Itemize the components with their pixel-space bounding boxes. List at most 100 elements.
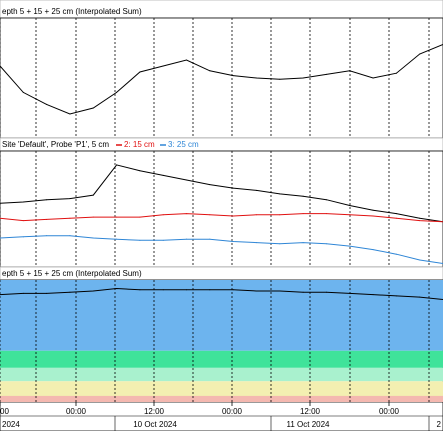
data-point — [139, 240, 140, 241]
data-point — [116, 288, 117, 289]
data-point — [396, 218, 397, 219]
refill-band — [0, 396, 443, 402]
data-point — [139, 217, 140, 218]
data-point — [163, 175, 164, 176]
data-point — [419, 218, 420, 219]
data-point — [163, 214, 164, 215]
data-point — [116, 92, 117, 93]
data-point — [303, 213, 304, 214]
x-tick-label: 00:00 — [66, 407, 87, 416]
data-point — [233, 75, 234, 76]
panel-title: epth 5 + 15 + 25 cm (Interpolated Sum) — [2, 7, 142, 16]
data-point — [186, 239, 187, 240]
data-point — [23, 220, 24, 221]
data-point — [46, 219, 47, 220]
date-label: 2024 — [2, 420, 20, 429]
data-point — [186, 180, 187, 181]
data-point — [419, 54, 420, 55]
data-point — [279, 193, 280, 194]
x-tick-label: 00:00 — [222, 407, 243, 416]
data-point — [233, 215, 234, 216]
data-point — [93, 217, 94, 218]
data-point — [419, 260, 420, 261]
data-point — [256, 290, 257, 291]
legend-label: 3: 25 cm — [168, 140, 199, 149]
plot-frame — [0, 151, 443, 267]
data-point — [256, 78, 257, 79]
plot-frame — [0, 18, 443, 138]
data-point — [46, 104, 47, 105]
data-point — [256, 242, 257, 243]
panel-title: Site 'Default', Probe 'P1', 5 cm — [2, 140, 109, 149]
data-point — [349, 205, 350, 206]
data-point — [69, 235, 70, 236]
date-label: 10 Oct 2024 — [133, 420, 177, 429]
data-point — [116, 217, 117, 218]
data-point — [349, 293, 350, 294]
data-point — [373, 249, 374, 250]
data-point — [209, 184, 210, 185]
data-point — [186, 213, 187, 214]
data-point — [209, 214, 210, 215]
data-point — [163, 289, 164, 290]
data-point — [396, 73, 397, 74]
data-point — [326, 213, 327, 214]
data-point — [186, 60, 187, 61]
data-point — [23, 236, 24, 237]
data-point — [116, 239, 117, 240]
data-point — [256, 190, 257, 191]
data-point — [256, 214, 257, 215]
data-point — [186, 289, 187, 290]
data-point — [326, 199, 327, 200]
data-point — [303, 292, 304, 293]
data-point — [396, 254, 397, 255]
data-point — [93, 238, 94, 239]
data-point — [396, 295, 397, 296]
data-point — [209, 239, 210, 240]
data-point — [23, 293, 24, 294]
panel-title: epth 5 + 15 + 25 cm (Interpolated Sum) — [2, 269, 142, 278]
moisture-band — [0, 368, 443, 381]
data-point — [23, 92, 24, 93]
x-tick-label: 00 — [0, 407, 9, 416]
data-point — [46, 293, 47, 294]
data-point — [373, 294, 374, 295]
date-label: 2 — [437, 420, 442, 429]
x-tick-label: 12:00 — [300, 407, 321, 416]
data-point — [326, 74, 327, 75]
data-point — [373, 215, 374, 216]
data-point — [93, 108, 94, 109]
data-point — [279, 214, 280, 215]
data-point — [303, 78, 304, 79]
data-point — [233, 289, 234, 290]
data-point — [233, 188, 234, 189]
data-point — [396, 213, 397, 214]
data-point — [139, 289, 140, 290]
data-point — [373, 210, 374, 211]
data-point — [139, 170, 140, 171]
data-point — [279, 243, 280, 244]
data-point — [349, 246, 350, 247]
data-point — [69, 198, 70, 199]
data-point — [69, 114, 70, 115]
x-tick-label: 12:00 — [144, 407, 165, 416]
data-point — [93, 195, 94, 196]
data-point — [279, 290, 280, 291]
data-point — [349, 214, 350, 215]
data-point — [163, 240, 164, 241]
data-point — [139, 72, 140, 73]
date-label: 11 Oct 2024 — [287, 420, 331, 429]
data-point — [93, 290, 94, 291]
legend-label: 2: 15 cm — [124, 140, 155, 149]
data-point — [326, 243, 327, 244]
data-point — [69, 292, 70, 293]
data-point — [303, 242, 304, 243]
data-point — [326, 292, 327, 293]
data-point — [419, 220, 420, 221]
data-point — [373, 78, 374, 79]
data-point — [279, 79, 280, 80]
moisture-band — [0, 351, 443, 368]
data-point — [419, 297, 420, 298]
